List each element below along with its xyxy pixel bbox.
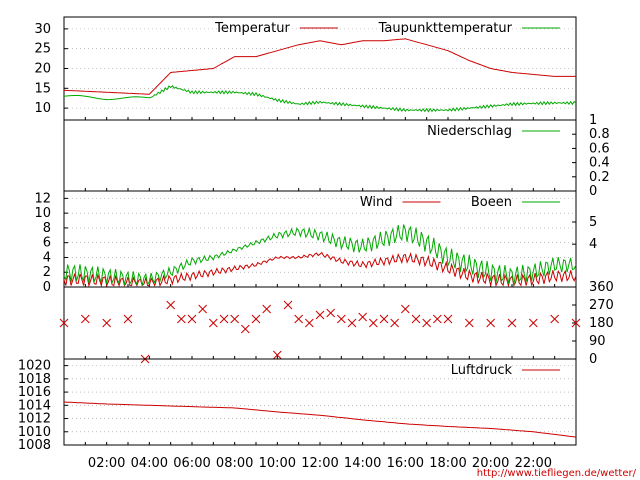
y-right-tick-label: 4 bbox=[589, 237, 597, 252]
y-right-tick-label: 360 bbox=[589, 280, 614, 295]
data-point bbox=[272, 350, 282, 360]
series-line-1 bbox=[63, 38, 576, 95]
data-point bbox=[80, 314, 90, 324]
data-point bbox=[59, 318, 69, 328]
data-point bbox=[187, 314, 197, 324]
y-tick-label: 1020 bbox=[18, 359, 51, 374]
legend-label: Niederschlag bbox=[427, 124, 512, 139]
y-tick-label: 1012 bbox=[18, 412, 51, 427]
y-tick-label: 8 bbox=[43, 221, 51, 236]
data-point bbox=[315, 310, 325, 320]
data-point bbox=[571, 318, 581, 328]
y-tick-label: 1010 bbox=[18, 425, 51, 440]
y-tick-label: 0 bbox=[43, 280, 51, 295]
x-tick-label: 20:00 bbox=[472, 456, 509, 471]
series-line-1 bbox=[63, 401, 577, 438]
x-tick-label: 14:00 bbox=[344, 456, 381, 471]
y-right-tick-label: 0 bbox=[589, 184, 597, 199]
y-tick-label: 30 bbox=[34, 22, 51, 37]
data-point bbox=[347, 318, 357, 328]
data-point bbox=[379, 314, 389, 324]
y-right-tick-label: 0.6 bbox=[589, 141, 610, 156]
data-point bbox=[176, 314, 186, 324]
y-right-tick-label: 1 bbox=[589, 113, 597, 128]
y-tick-label: 1014 bbox=[18, 398, 51, 413]
data-point bbox=[400, 304, 410, 314]
y-right-tick-label: 180 bbox=[589, 316, 614, 331]
y-tick-label: 4 bbox=[43, 250, 51, 265]
data-point bbox=[283, 300, 293, 310]
data-point bbox=[123, 314, 133, 324]
data-point bbox=[550, 314, 560, 324]
data-point bbox=[240, 324, 250, 334]
legend-label: Boeen bbox=[471, 195, 512, 210]
y-tick-label: 1008 bbox=[18, 438, 51, 453]
data-point bbox=[219, 314, 229, 324]
x-tick-label: 12:00 bbox=[301, 456, 338, 471]
data-point bbox=[208, 318, 218, 328]
data-point bbox=[464, 318, 474, 328]
x-tick-label: 04:00 bbox=[131, 456, 168, 471]
data-point bbox=[368, 318, 378, 328]
x-tick-label: 02:00 bbox=[88, 456, 125, 471]
data-point bbox=[326, 308, 336, 318]
data-point bbox=[262, 304, 272, 314]
panel-1: 10 15 20 25 30 Taupunkttemperatur Temperatur bbox=[34, 16, 577, 121]
y-right-tick-label: 0.2 bbox=[589, 170, 610, 185]
y-right-tick-label: 90 bbox=[589, 334, 606, 349]
y-tick-label: 6 bbox=[43, 236, 51, 251]
x-tick-label: 08:00 bbox=[216, 456, 253, 471]
y-right-tick-label: 0.8 bbox=[589, 127, 610, 142]
legend-label: Taupunkttemperatur bbox=[378, 21, 513, 36]
source-url: http://www.tiefliegen.de/wetter/ bbox=[477, 468, 637, 479]
data-point bbox=[422, 318, 432, 328]
series-line-2 bbox=[63, 224, 577, 287]
x-axis: 02:00 04:00 06:00 08:00 10:00 12:00 14:00 16:00… bbox=[88, 456, 552, 471]
y-tick-label: 10 bbox=[34, 206, 51, 221]
y-right-tick-label: 0 bbox=[589, 352, 597, 367]
data-point bbox=[443, 314, 453, 324]
x-tick-label: 16:00 bbox=[387, 456, 424, 471]
y-tick-label: 2 bbox=[43, 265, 51, 280]
y-tick-label: 12 bbox=[34, 191, 51, 206]
data-point bbox=[507, 318, 517, 328]
x-tick-label: 06:00 bbox=[173, 456, 210, 471]
y-right-tick-label: 270 bbox=[589, 298, 614, 313]
series-line-2 bbox=[63, 85, 577, 113]
y-right-tick-label: 0.4 bbox=[589, 156, 610, 171]
data-point bbox=[304, 318, 314, 328]
data-point bbox=[336, 314, 346, 324]
data-point bbox=[432, 314, 442, 324]
series-line-1 bbox=[63, 251, 577, 288]
y-tick-label: 1016 bbox=[18, 385, 51, 400]
data-point bbox=[251, 314, 261, 324]
data-point bbox=[390, 318, 400, 328]
data-point bbox=[486, 318, 496, 328]
data-point bbox=[198, 304, 208, 314]
y-right-tick-label: 5 bbox=[589, 215, 597, 230]
legend-label: Luftdruck bbox=[451, 363, 513, 378]
y-tick-label: 10 bbox=[34, 101, 51, 116]
y-tick-label: 25 bbox=[34, 42, 51, 57]
x-tick-label: 22:00 bbox=[515, 456, 552, 471]
data-point bbox=[102, 318, 112, 328]
legend-label: Temperatur bbox=[214, 21, 290, 36]
legend-label: Wind bbox=[360, 195, 393, 210]
data-point bbox=[358, 312, 368, 322]
x-tick-label: 18:00 bbox=[429, 456, 466, 471]
y-tick-label: 1018 bbox=[18, 372, 51, 387]
y-tick-label: 20 bbox=[34, 62, 51, 77]
data-point bbox=[230, 314, 240, 324]
data-point bbox=[411, 314, 421, 324]
y-tick-label: 15 bbox=[34, 81, 51, 96]
x-tick-label: 10:00 bbox=[259, 456, 296, 471]
data-point bbox=[294, 314, 304, 324]
data-point bbox=[528, 318, 538, 328]
data-point bbox=[166, 300, 176, 310]
